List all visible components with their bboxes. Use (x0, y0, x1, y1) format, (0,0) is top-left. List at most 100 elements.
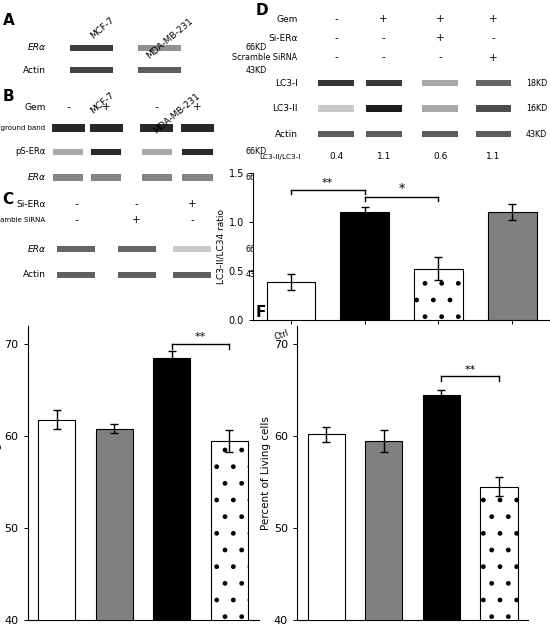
Bar (182, 149, 212, 155)
Bar (118, 272, 156, 278)
Bar (422, 105, 458, 112)
Text: D: D (256, 3, 268, 18)
Bar (476, 80, 512, 86)
Text: -: - (67, 102, 70, 112)
Bar (69, 45, 113, 51)
Bar (142, 149, 172, 155)
Text: MCF-7: MCF-7 (89, 16, 116, 41)
Text: 43KD: 43KD (245, 66, 267, 75)
Bar (138, 67, 181, 73)
Text: Actin: Actin (274, 130, 298, 139)
Text: Gem: Gem (276, 15, 298, 24)
Bar (53, 149, 84, 155)
Text: **: ** (195, 332, 206, 343)
Text: Si-ERα: Si-ERα (268, 34, 298, 43)
Text: -: - (438, 52, 442, 63)
Text: +: + (193, 102, 202, 112)
Text: -: - (334, 14, 338, 24)
Text: MCF-7: MCF-7 (89, 91, 116, 116)
Text: +: + (490, 52, 498, 63)
Text: Actin: Actin (23, 66, 46, 75)
Text: 66KD: 66KD (245, 173, 267, 182)
Bar (53, 174, 84, 181)
Text: +: + (436, 33, 444, 43)
Text: Si-ERα: Si-ERα (16, 200, 46, 209)
Text: -: - (492, 33, 496, 43)
Text: 16KD: 16KD (526, 104, 547, 113)
Bar (96, 429, 133, 639)
Text: **: ** (464, 365, 476, 374)
Bar (182, 174, 212, 181)
Bar (211, 441, 248, 639)
Text: -: - (190, 215, 194, 226)
Text: 18KD: 18KD (526, 79, 547, 88)
Bar (365, 441, 403, 639)
Bar (90, 124, 123, 132)
Text: +: + (188, 199, 196, 210)
Text: 1.1: 1.1 (377, 152, 391, 161)
Text: C: C (3, 192, 14, 206)
Text: -: - (112, 638, 116, 639)
Text: +: + (379, 14, 388, 24)
Text: -: - (334, 52, 338, 63)
Text: A: A (3, 13, 14, 27)
Text: F: F (255, 305, 266, 320)
Bar (366, 105, 402, 112)
Bar (69, 67, 113, 73)
Text: +: + (133, 215, 141, 226)
Text: -: - (74, 215, 78, 226)
Bar (57, 246, 95, 252)
Text: +: + (436, 14, 444, 24)
Text: -: - (334, 33, 338, 43)
Bar (318, 80, 354, 86)
Text: 66KD: 66KD (245, 147, 267, 157)
Text: -: - (382, 52, 386, 63)
Bar (173, 246, 211, 252)
Text: -: - (135, 199, 139, 210)
Bar (140, 124, 173, 132)
Text: +: + (102, 102, 111, 112)
Text: Actin: Actin (23, 270, 46, 279)
Text: B: B (3, 89, 14, 104)
Bar (476, 105, 512, 112)
Text: background band: background band (0, 125, 46, 131)
Text: 1.1: 1.1 (486, 152, 500, 161)
Text: pS-ERα: pS-ERα (15, 147, 46, 157)
Bar (181, 124, 214, 132)
Text: MDA-MB-231: MDA-MB-231 (144, 16, 194, 60)
Text: LC3-II: LC3-II (272, 104, 298, 113)
Bar (142, 174, 172, 181)
Y-axis label: Percent of Living cells: Percent of Living cells (261, 416, 271, 530)
Text: ERα: ERα (28, 245, 46, 254)
Bar (307, 435, 345, 639)
Text: ERα: ERα (28, 173, 46, 182)
Bar (422, 395, 460, 639)
Bar (173, 272, 211, 278)
Text: +: + (167, 638, 176, 639)
Bar (118, 246, 156, 252)
Text: -: - (382, 33, 386, 43)
Text: 0.6: 0.6 (433, 152, 447, 161)
Text: 66KD: 66KD (245, 245, 267, 254)
Bar (57, 272, 95, 278)
Bar (52, 124, 85, 132)
Text: 0.4: 0.4 (329, 152, 343, 161)
Text: MDA-MB-231: MDA-MB-231 (152, 91, 202, 135)
Bar (422, 80, 458, 86)
Text: -: - (55, 638, 58, 639)
Bar (366, 80, 402, 86)
Text: Scramble SiRNA: Scramble SiRNA (233, 53, 298, 62)
Bar (153, 358, 190, 639)
Bar (318, 105, 354, 112)
Bar (91, 149, 122, 155)
Text: +: + (437, 638, 446, 639)
Text: 43KD: 43KD (245, 270, 267, 279)
Text: LC3-II/LC3-I: LC3-II/LC3-I (259, 153, 300, 160)
Text: +: + (490, 14, 498, 24)
Bar (138, 45, 181, 51)
Text: LC3-I: LC3-I (274, 79, 298, 88)
Bar (366, 131, 402, 137)
Text: -: - (74, 199, 78, 210)
Text: Gem: Gem (24, 102, 46, 112)
Text: Scramble SiRNA: Scramble SiRNA (0, 217, 46, 224)
